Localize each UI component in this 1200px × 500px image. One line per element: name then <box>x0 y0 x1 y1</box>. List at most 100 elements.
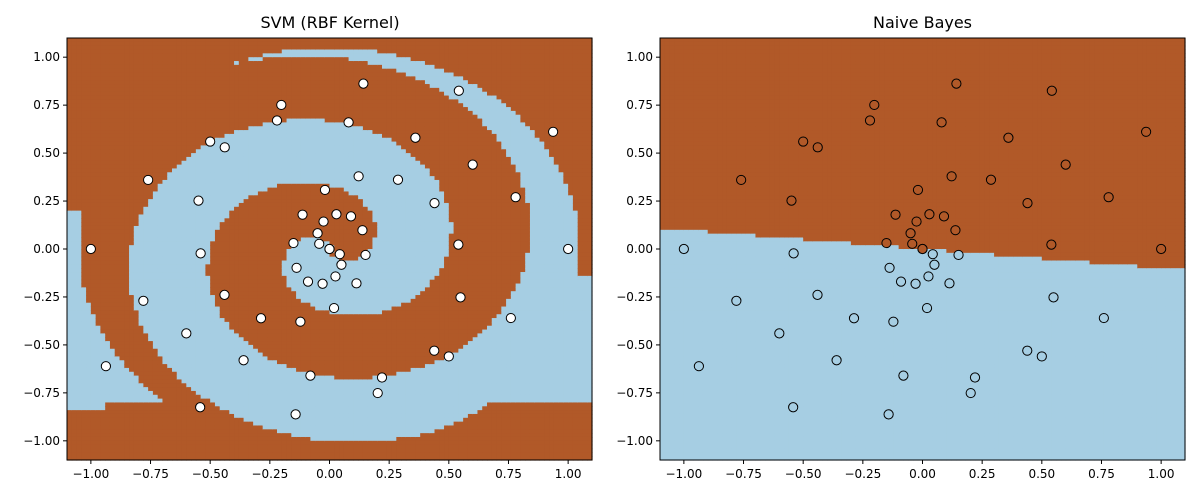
region-cell <box>81 310 86 314</box>
region-cell <box>263 429 268 433</box>
region-cell <box>167 50 172 54</box>
region-cell <box>244 142 249 146</box>
region-cell <box>177 322 182 326</box>
region-cell <box>148 80 153 84</box>
region-cell <box>253 165 258 169</box>
region-cell <box>167 191 172 195</box>
region-cell <box>210 153 215 157</box>
region-cell <box>139 437 144 441</box>
region-cell <box>115 207 120 211</box>
region-cell <box>177 165 182 169</box>
region-cell <box>182 318 187 322</box>
region-cell <box>105 145 110 149</box>
region-cell <box>110 38 115 42</box>
region-cell <box>253 268 258 272</box>
region-cell <box>267 272 272 276</box>
region-cell <box>67 441 72 445</box>
region-cell <box>182 391 187 395</box>
region-cell <box>248 50 253 54</box>
region-cell <box>272 268 277 272</box>
region-cell <box>210 42 215 46</box>
region-cell <box>258 264 263 268</box>
region-cell <box>225 441 230 445</box>
region-cell <box>277 272 282 276</box>
region-cell <box>172 307 177 311</box>
region-cell <box>96 284 101 288</box>
region-cell <box>72 142 77 146</box>
region-cell <box>239 337 244 341</box>
region-cell <box>139 61 144 65</box>
region-cell <box>105 280 110 284</box>
region-cell <box>253 107 258 111</box>
region-cell <box>115 399 120 403</box>
region-cell <box>272 191 277 195</box>
region-cell <box>100 425 105 429</box>
region-cell <box>115 195 120 199</box>
region-cell <box>201 445 206 449</box>
region-cell <box>191 188 196 192</box>
region-cell <box>143 88 148 92</box>
region-cell <box>239 142 244 146</box>
region-cell <box>86 122 91 126</box>
region-cell <box>91 195 96 199</box>
region-cell <box>124 391 129 395</box>
region-cell <box>120 50 125 54</box>
region-cell <box>263 249 268 253</box>
region-cell <box>182 433 187 437</box>
region-cell <box>205 399 210 403</box>
region-cell <box>91 425 96 429</box>
region-cell <box>105 414 110 418</box>
region-cell <box>263 264 268 268</box>
region-cell <box>239 122 244 126</box>
region-cell <box>115 264 120 268</box>
region-cell <box>162 383 167 387</box>
region-cell <box>210 272 215 276</box>
region-cell <box>267 261 272 265</box>
region-cell <box>263 53 268 57</box>
region-cell <box>225 264 230 268</box>
region-cell <box>244 153 249 157</box>
region-cell <box>134 207 139 211</box>
region-cell <box>205 379 210 383</box>
region-cell <box>210 130 215 134</box>
region-cell <box>186 107 191 111</box>
region-cell <box>143 214 148 218</box>
region-cell <box>139 314 144 318</box>
region-cell <box>239 368 244 372</box>
region-cell <box>110 237 115 241</box>
region-cell <box>72 50 77 54</box>
region-cell <box>258 99 263 103</box>
region-cell <box>148 61 153 65</box>
region-cell <box>115 387 120 391</box>
region-cell <box>100 65 105 69</box>
region-cell <box>205 42 210 46</box>
region-cell <box>277 422 282 426</box>
region-cell <box>172 96 177 100</box>
region-cell <box>120 188 125 192</box>
region-cell <box>86 138 91 142</box>
region-cell <box>139 107 144 111</box>
region-cell <box>210 234 215 238</box>
region-cell <box>139 368 144 372</box>
region-cell <box>282 84 287 88</box>
region-cell <box>96 138 101 142</box>
region-cell <box>86 195 91 199</box>
region-cell <box>253 287 258 291</box>
region-cell <box>72 448 77 452</box>
region-cell <box>77 50 82 54</box>
region-cell <box>225 406 230 410</box>
region-cell <box>77 368 82 372</box>
region-cell <box>153 226 158 230</box>
region-cell <box>86 211 91 215</box>
region-cell <box>272 126 277 130</box>
region-cell <box>220 364 225 368</box>
region-cell <box>234 207 239 211</box>
region-cell <box>162 76 167 80</box>
region-cell <box>277 452 282 456</box>
region-cell <box>167 180 172 184</box>
region-cell <box>244 92 249 96</box>
region-cell <box>81 195 86 199</box>
region-cell <box>120 291 125 295</box>
region-cell <box>139 188 144 192</box>
region-cell <box>115 69 120 73</box>
